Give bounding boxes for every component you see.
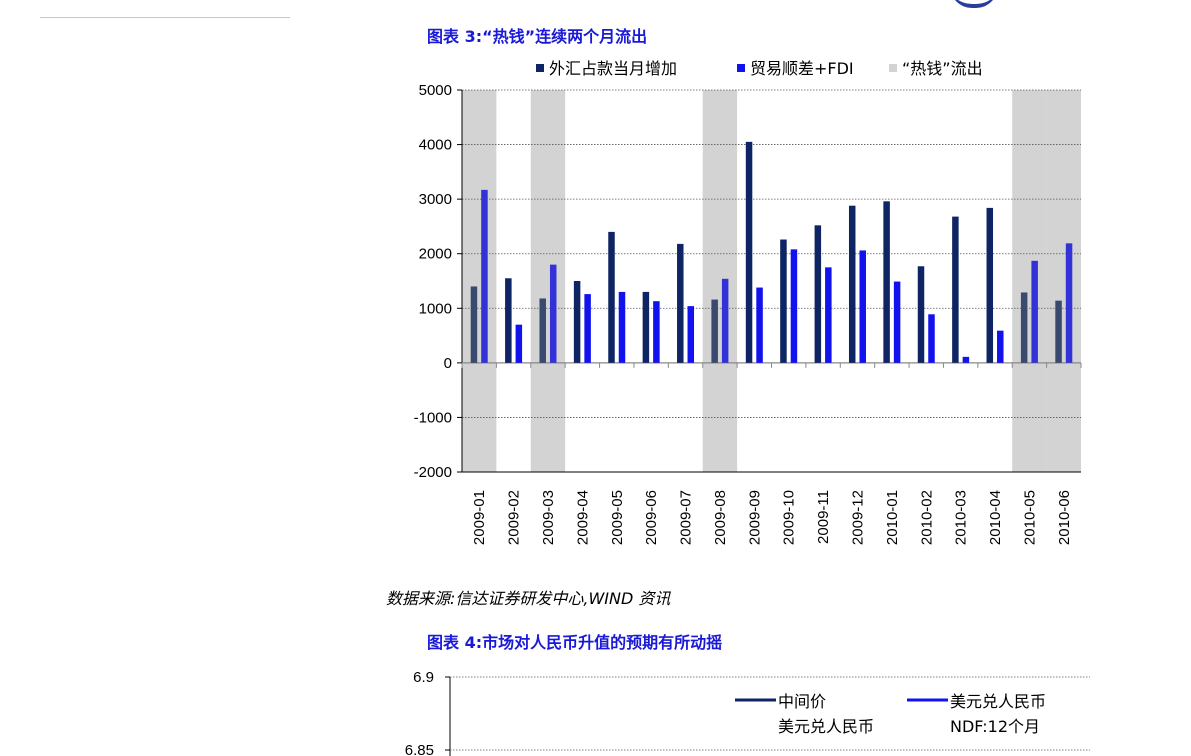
bar-fx-reserve-increase bbox=[745, 141, 753, 363]
bar-fx-reserve-increase bbox=[505, 278, 512, 363]
bar-trade-surplus-fdi bbox=[893, 281, 901, 363]
y-tick-label: 2000 bbox=[419, 246, 452, 263]
hot-money-outflow-band bbox=[1012, 90, 1047, 472]
chart4-y-tick-label: 6.9 bbox=[413, 669, 434, 686]
bar-fx-reserve-increase bbox=[677, 243, 684, 363]
hot-money-outflow-band bbox=[702, 90, 738, 472]
x-tick-label: 2010-04 bbox=[987, 490, 1004, 545]
bar-trade-surplus-fdi bbox=[1031, 260, 1038, 363]
bar-trade-surplus-fdi bbox=[584, 294, 591, 363]
figure3-caption: 图表 3:“热钱”连续两个月流出 bbox=[427, 27, 648, 46]
y-tick-label: 4000 bbox=[419, 137, 452, 154]
x-tick-label: 2009-04 bbox=[574, 490, 591, 545]
bar-fx-reserve-increase bbox=[470, 286, 478, 363]
legend-swatch-hot-money bbox=[889, 64, 897, 72]
bar-trade-surplus-fdi bbox=[790, 249, 798, 363]
chart4-legend-label-mid-2: 美元兑人民币 bbox=[778, 717, 874, 736]
legend-label-hot-money: “热钱”流出 bbox=[902, 59, 983, 78]
bar-fx-reserve-increase bbox=[814, 225, 822, 363]
y-tick-label: 3000 bbox=[419, 191, 452, 208]
bar-trade-surplus-fdi bbox=[825, 267, 832, 363]
x-tick-label: 2009-01 bbox=[471, 490, 488, 545]
bar-trade-surplus-fdi bbox=[721, 278, 729, 363]
x-tick-label: 2009-08 bbox=[712, 490, 729, 545]
bar-trade-surplus-fdi bbox=[997, 330, 1004, 363]
bar-fx-reserve-increase bbox=[883, 201, 890, 363]
x-tick-label: 2009-02 bbox=[506, 490, 523, 545]
x-tick-label: 2009-11 bbox=[815, 490, 832, 544]
bar-fx-reserve-increase bbox=[780, 239, 787, 363]
logo-icon bbox=[950, 0, 998, 8]
bar-fx-reserve-increase bbox=[917, 266, 925, 363]
y-tick-label: 5000 bbox=[419, 82, 452, 99]
chart4-legend-label-ndf-1: 美元兑人民币 bbox=[950, 692, 1046, 711]
x-tick-label: 2009-12 bbox=[849, 490, 866, 545]
bar-trade-surplus-fdi bbox=[481, 189, 488, 363]
chart4-legend-label-ndf-2: NDF:12个月 bbox=[950, 717, 1040, 736]
chart4-legend-label-mid-1: 中间价 bbox=[778, 692, 826, 711]
bar-trade-surplus-fdi bbox=[549, 264, 557, 363]
legend-swatch-trade bbox=[737, 64, 745, 72]
bar-fx-reserve-increase bbox=[952, 216, 959, 363]
bar-fx-reserve-increase bbox=[848, 205, 856, 363]
bar-fx-reserve-increase bbox=[1055, 300, 1062, 363]
bar-trade-surplus-fdi bbox=[653, 301, 660, 363]
bar-fx-reserve-increase bbox=[986, 207, 994, 363]
bar-trade-surplus-fdi bbox=[1065, 243, 1073, 363]
bar-trade-surplus-fdi bbox=[859, 250, 866, 363]
y-tick-label: 0 bbox=[444, 355, 452, 372]
y-tick-label: -2000 bbox=[414, 464, 452, 481]
bar-trade-surplus-fdi bbox=[962, 356, 970, 363]
x-tick-label: 2010-06 bbox=[1056, 490, 1073, 545]
x-tick-label: 2010-02 bbox=[918, 490, 935, 545]
x-tick-label: 2010-03 bbox=[953, 490, 970, 545]
chart4-y-tick-label: 6.85 bbox=[405, 742, 434, 756]
bar-trade-surplus-fdi bbox=[515, 324, 523, 363]
legend-label-fx: 外汇占款当月增加 bbox=[549, 59, 677, 78]
hot-money-outflow-band bbox=[1046, 90, 1081, 472]
x-tick-label: 2009-09 bbox=[746, 490, 763, 545]
y-tick-label: 1000 bbox=[419, 300, 452, 317]
legend-label-trade: 贸易顺差+FDI bbox=[750, 59, 854, 78]
bar-trade-surplus-fdi bbox=[687, 306, 695, 363]
x-tick-label: 2009-05 bbox=[609, 490, 626, 545]
figure3-source: 数据来源:信达证券研发中心,WIND 资讯 bbox=[386, 589, 671, 608]
x-tick-label: 2009-06 bbox=[643, 490, 660, 545]
x-tick-label: 2009-10 bbox=[781, 490, 798, 545]
x-tick-label: 2010-01 bbox=[884, 490, 901, 545]
bar-fx-reserve-increase bbox=[608, 231, 615, 363]
x-tick-label: 2009-07 bbox=[678, 490, 695, 545]
bar-fx-reserve-increase bbox=[539, 298, 546, 363]
x-tick-label: 2009-03 bbox=[540, 490, 557, 545]
hot-money-outflow-band bbox=[530, 90, 566, 472]
x-tick-label: 2010-05 bbox=[1021, 490, 1038, 545]
y-tick-label: -1000 bbox=[414, 409, 452, 426]
bar-trade-surplus-fdi bbox=[756, 287, 763, 363]
bar-fx-reserve-increase bbox=[642, 291, 650, 363]
legend-swatch-fx bbox=[536, 64, 544, 72]
bar-fx-reserve-increase bbox=[1020, 292, 1028, 363]
figure4-caption: 图表 4:市场对人民币升值的预期有所动摇 bbox=[427, 633, 723, 652]
bar-trade-surplus-fdi bbox=[618, 291, 626, 363]
header-divider bbox=[40, 17, 290, 18]
bar-fx-reserve-increase bbox=[573, 281, 581, 363]
bar-fx-reserve-increase bbox=[711, 299, 718, 363]
hot-money-outflow-band bbox=[462, 90, 497, 472]
bar-trade-surplus-fdi bbox=[928, 314, 935, 363]
